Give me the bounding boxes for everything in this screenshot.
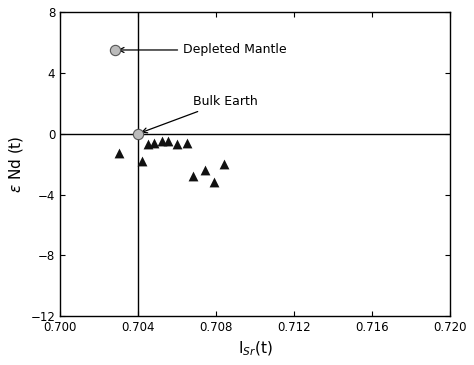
- Point: [164, 138, 171, 144]
- Point: [183, 140, 191, 146]
- Point: [201, 167, 209, 173]
- Point: [115, 150, 123, 156]
- Point: [138, 158, 146, 164]
- Text: Bulk Earth: Bulk Earth: [142, 95, 257, 133]
- Point: [111, 47, 118, 53]
- X-axis label: I$_{Sr}$(t): I$_{Sr}$(t): [238, 340, 273, 358]
- Point: [144, 141, 152, 147]
- Point: [220, 161, 228, 167]
- Point: [158, 138, 165, 144]
- Y-axis label: $\varepsilon$ Nd (t): $\varepsilon$ Nd (t): [7, 135, 25, 193]
- Point: [173, 141, 181, 147]
- Point: [210, 180, 218, 185]
- Point: [135, 131, 142, 137]
- Point: [150, 140, 158, 146]
- Point: [189, 173, 197, 179]
- Text: Depleted Mantle: Depleted Mantle: [119, 43, 287, 57]
